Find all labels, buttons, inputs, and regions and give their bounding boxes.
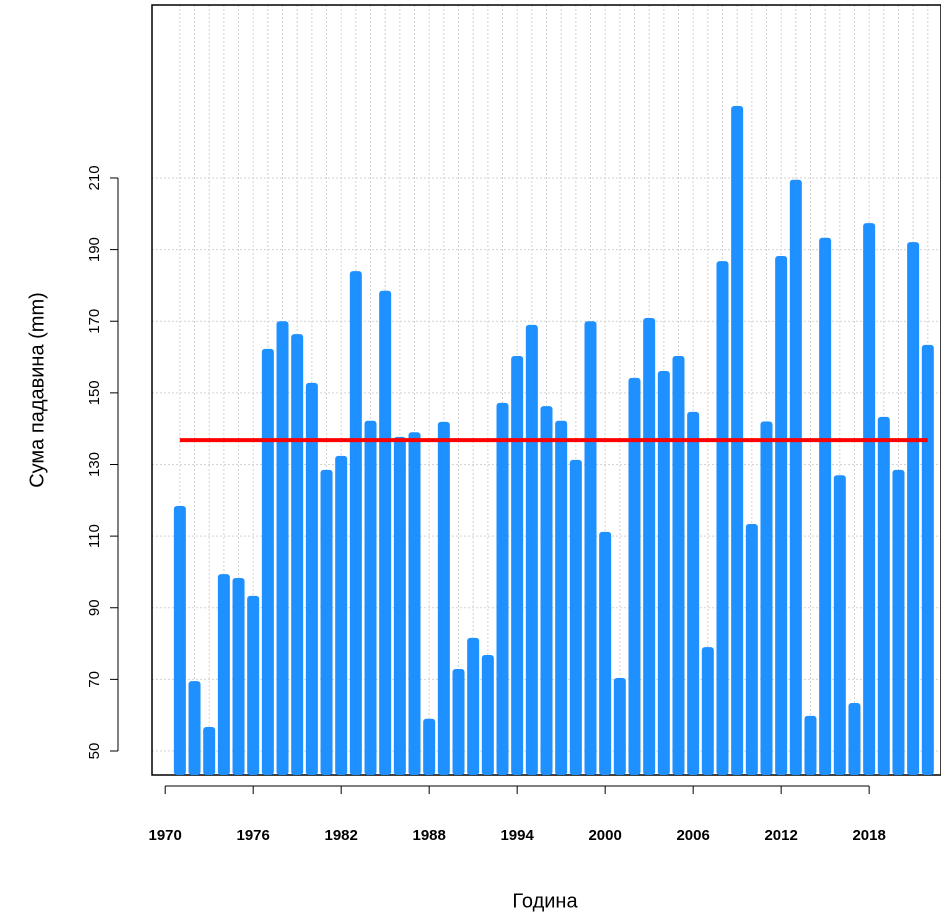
- x-tick-label: 2000: [588, 827, 621, 844]
- bar: [349, 271, 362, 775]
- bar: [305, 382, 318, 775]
- bar: [760, 421, 773, 775]
- bar: [643, 318, 656, 775]
- bar: [892, 469, 905, 775]
- bar: [775, 256, 788, 776]
- bar: [437, 421, 450, 775]
- bar: [833, 475, 846, 775]
- bar: [408, 432, 421, 775]
- bar: [628, 377, 641, 775]
- x-tick-label: 1976: [237, 827, 270, 844]
- bar: [569, 459, 582, 775]
- x-tick-label: 1988: [412, 827, 445, 844]
- bar: [657, 371, 670, 775]
- x-tick-label: 2006: [676, 827, 709, 844]
- y-tick-label: 190: [86, 237, 103, 262]
- bar: [247, 595, 260, 775]
- bar: [320, 469, 333, 775]
- bar: [511, 355, 524, 775]
- bar: [379, 290, 392, 775]
- bar: [687, 411, 700, 775]
- bar: [188, 681, 201, 775]
- bar: [789, 179, 802, 775]
- y-tick-label: 170: [86, 309, 103, 334]
- bar: [291, 334, 304, 775]
- bar: [261, 348, 274, 775]
- y-tick-label: 90: [86, 599, 103, 616]
- bar: [819, 237, 832, 775]
- bar: [335, 455, 348, 775]
- bar: [525, 324, 538, 775]
- x-axis-title: Година: [512, 890, 578, 912]
- bar: [232, 578, 245, 775]
- y-axis-title: Сума падавина (mm): [26, 292, 48, 488]
- bar: [701, 647, 714, 775]
- bar: [173, 506, 186, 775]
- bar: [276, 321, 289, 775]
- bar: [217, 574, 230, 775]
- bar: [203, 727, 216, 775]
- bar: [555, 420, 568, 775]
- bar: [393, 436, 406, 775]
- bar: [804, 715, 817, 775]
- y-tick-label: 110: [86, 524, 103, 548]
- bar: [423, 718, 436, 775]
- bar: [584, 321, 597, 775]
- bar: [496, 402, 509, 775]
- x-tick-label: 1982: [324, 827, 357, 844]
- bar: [481, 655, 494, 775]
- bar: [863, 223, 876, 775]
- y-tick-label: 50: [86, 743, 103, 760]
- x-tick-label: 2018: [852, 827, 885, 844]
- bar: [716, 261, 729, 775]
- bar: [921, 344, 934, 775]
- x-tick-label: 1994: [500, 827, 534, 844]
- bar: [848, 703, 861, 775]
- bar: [745, 523, 758, 775]
- bar: [452, 668, 465, 775]
- y-tick-label: 150: [86, 380, 103, 405]
- bar: [599, 531, 612, 775]
- bar: [540, 406, 553, 775]
- bar: [613, 677, 626, 775]
- y-tick-label: 210: [86, 165, 103, 190]
- x-tick-label: 2012: [764, 827, 797, 844]
- bar: [907, 242, 920, 775]
- bar: [672, 355, 685, 775]
- x-tick-label: 1970: [149, 827, 182, 844]
- bar: [467, 637, 480, 775]
- bar: [364, 420, 377, 775]
- y-tick-label: 130: [86, 452, 103, 477]
- bar: [877, 416, 890, 775]
- y-tick-label: 70: [86, 671, 103, 688]
